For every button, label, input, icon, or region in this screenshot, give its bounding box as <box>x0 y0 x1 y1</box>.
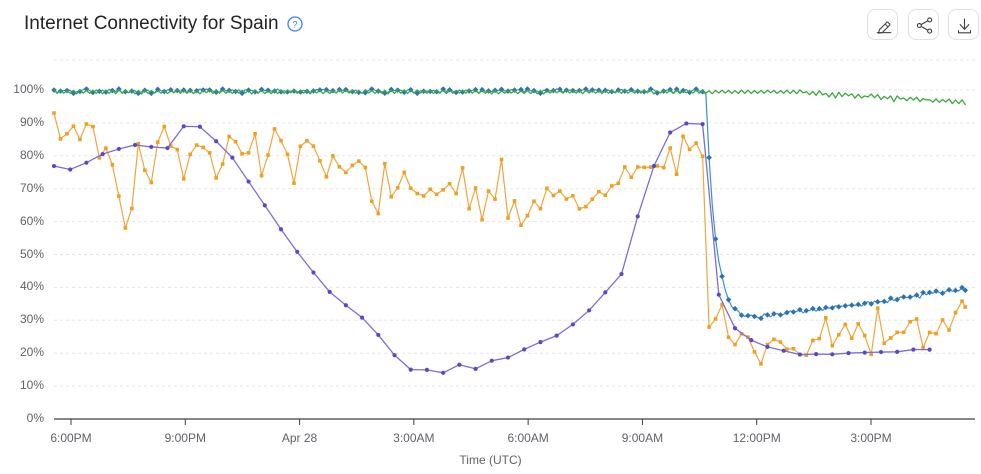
svg-text:?: ? <box>292 20 297 30</box>
